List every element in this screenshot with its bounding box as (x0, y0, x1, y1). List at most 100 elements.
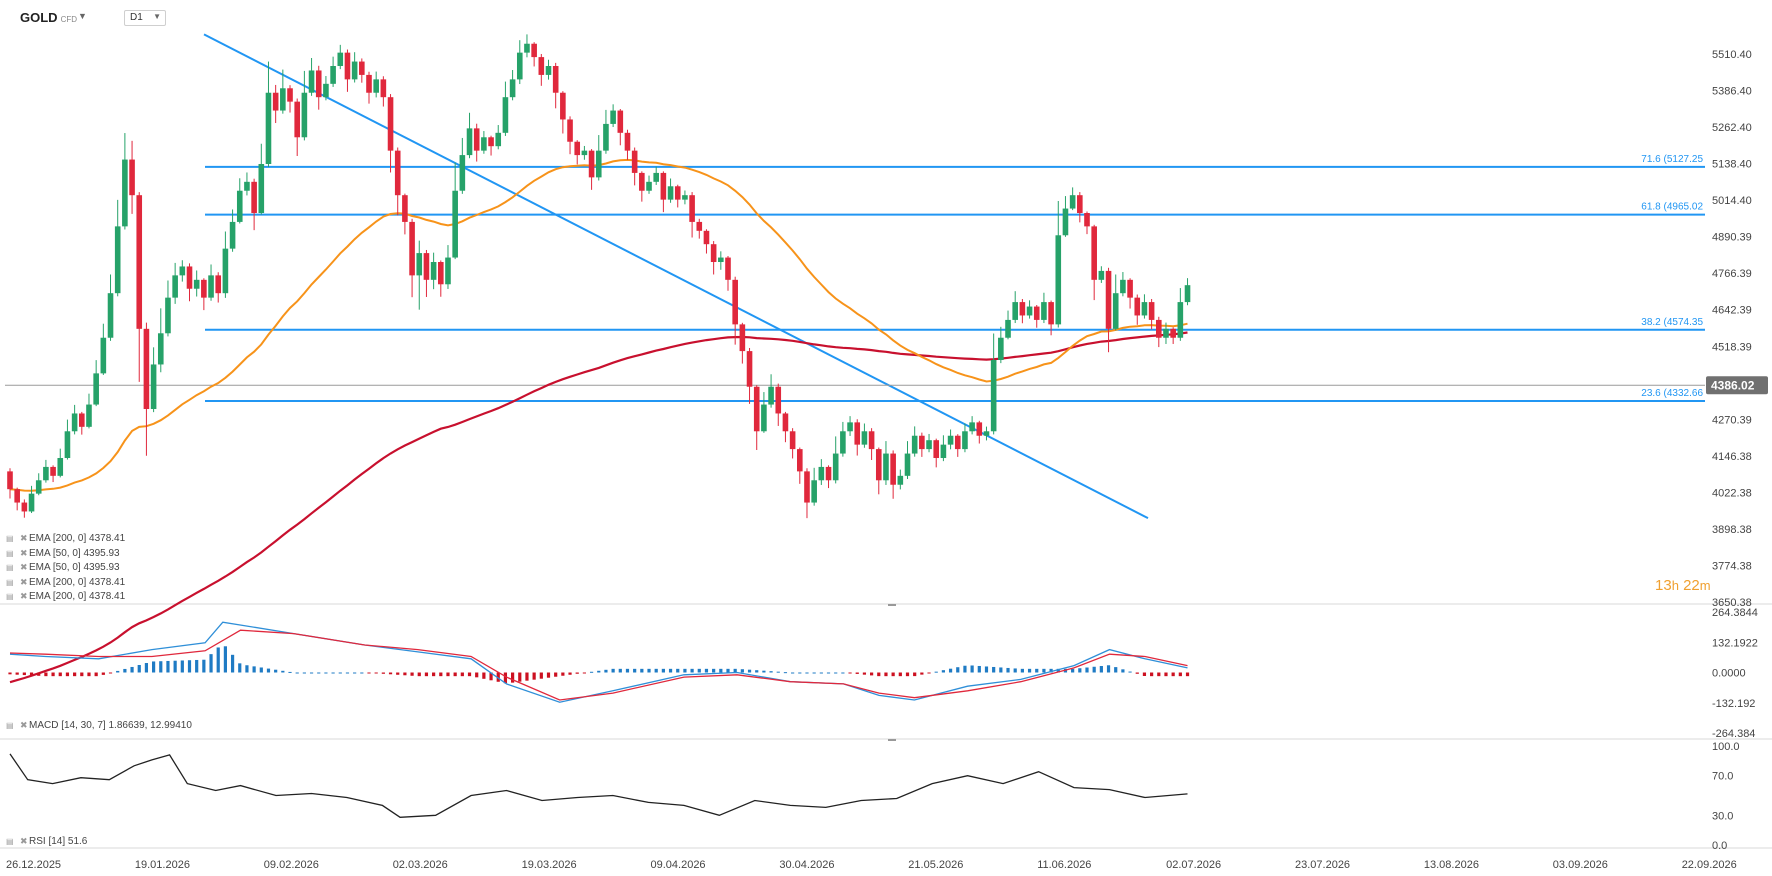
ema-200-line (9, 331, 1188, 684)
macd-histogram-bar (604, 669, 608, 673)
legend-item[interactable]: ▤ ✖EMA [50, 0] 4395.93 (6, 560, 125, 575)
symbol-dropdown-icon[interactable]: ▼ (78, 11, 87, 21)
macd-histogram-bar (1128, 671, 1132, 673)
settings-icon[interactable]: ▤ (6, 563, 14, 572)
countdown-hours-unit: h (1671, 578, 1679, 593)
macd-histogram-bar (187, 660, 192, 673)
macd-histogram-bar (1078, 668, 1082, 673)
candle-body (1105, 270, 1112, 329)
close-icon[interactable]: ✖ (20, 562, 28, 572)
macd-histogram-bar (941, 670, 945, 673)
close-icon[interactable]: ✖ (20, 576, 28, 587)
settings-icon[interactable]: ▤ (6, 592, 14, 601)
macd-histogram-bar (654, 668, 658, 673)
candle-body (208, 275, 214, 298)
candle-body (179, 266, 186, 276)
macd-histogram-bar (726, 668, 730, 673)
settings-icon[interactable]: ▤ (6, 721, 14, 730)
macd-histogram-bar (116, 670, 120, 673)
symbol-name[interactable]: GOLD CFD (20, 10, 77, 25)
close-icon[interactable]: ✖ (20, 547, 28, 558)
candle-body (782, 413, 789, 432)
close-icon[interactable]: ✖ (20, 533, 28, 543)
macd-histogram-bar (683, 668, 687, 673)
candle-body (567, 119, 573, 142)
macd-histogram-bar (690, 668, 694, 673)
candle-body (150, 364, 157, 410)
macd-histogram-bar (984, 666, 989, 673)
close-icon[interactable]: ✖ (20, 836, 28, 846)
price-axis-label: 5262.40 (1712, 122, 1752, 134)
settings-icon[interactable]: ▤ (6, 548, 14, 558)
macd-histogram-bar (367, 672, 371, 674)
candle-body (682, 195, 688, 200)
macd-histogram-bar (309, 672, 314, 674)
legend-item[interactable]: ▤ ✖EMA [200, 0] 4378.41 (6, 589, 125, 604)
close-icon[interactable]: ✖ (20, 720, 28, 730)
candle-body (998, 337, 1004, 361)
legend-item[interactable]: ▤ ✖EMA [50, 0] 4395.93 (6, 546, 125, 561)
timeframe-select[interactable]: D1 ▼ (124, 10, 166, 26)
candle-body (351, 61, 358, 80)
macd-histogram-bar (439, 672, 443, 677)
candle-body (308, 70, 315, 93)
candle-body (294, 101, 300, 138)
candle-body (43, 466, 49, 481)
settings-icon[interactable]: ▤ (6, 534, 14, 543)
macd-histogram-bar (1157, 672, 1161, 677)
candle-body (1048, 302, 1054, 325)
candle-body (359, 61, 365, 75)
macd-histogram-bar (575, 672, 579, 674)
candle-body (287, 88, 293, 102)
macd-histogram-bar (1178, 672, 1182, 677)
macd-histogram-bar (29, 672, 34, 676)
settings-icon[interactable]: ▤ (6, 837, 14, 846)
candle-body (416, 253, 423, 276)
candle-body (201, 279, 207, 298)
candle-body (323, 83, 329, 98)
macd-histogram-bar (525, 672, 529, 681)
candle-body (459, 155, 466, 191)
rsi-axis-label: 30.0 (1712, 810, 1733, 822)
macd-histogram-bar (216, 647, 220, 673)
macd-histogram-bar (195, 659, 199, 673)
candle-body (703, 230, 710, 245)
legend-label: RSI [14] 51.6 (29, 836, 88, 847)
candle-body (588, 150, 595, 178)
candle-body (624, 132, 631, 151)
macd-histogram-bar (776, 671, 780, 673)
close-icon[interactable]: ✖ (20, 591, 28, 601)
legend-item[interactable]: ▤ ✖MACD [14, 30, 7] 1.86639, 12.99410 (6, 718, 192, 733)
price-axis-label: 4642.39 (1712, 305, 1752, 317)
macd-histogram-bar (1027, 668, 1032, 673)
macd-histogram-bar (1049, 668, 1053, 673)
macd-histogram-bar (374, 672, 378, 674)
legend-item[interactable]: ▤ ✖EMA [200, 0] 4378.41 (6, 531, 125, 546)
settings-icon[interactable]: ▤ (6, 577, 14, 587)
candle-body (1112, 293, 1119, 329)
macd-histogram-bar (331, 672, 335, 674)
macd-histogram-bar (762, 670, 766, 673)
candle-body (581, 150, 588, 156)
macd-histogram-bar (503, 672, 508, 684)
macd-axis-label: -264.384 (1712, 728, 1755, 740)
macd-histogram-bar (798, 672, 802, 674)
macd-histogram-bar (948, 668, 953, 673)
legend-label: MACD [14, 30, 7] 1.86639, 12.99410 (29, 720, 192, 731)
macd-histogram-bar (152, 661, 156, 673)
candle-body (366, 74, 372, 93)
candle-body (93, 373, 99, 405)
candle-body (674, 186, 681, 200)
candle-body (775, 386, 782, 414)
macd-histogram-bar (561, 672, 565, 676)
candle-body (495, 132, 502, 147)
legend-item[interactable]: ▤ ✖RSI [14] 51.6 (6, 834, 87, 849)
price-axis-label: 3774.38 (1712, 560, 1752, 572)
macd-histogram-bar (252, 666, 256, 673)
candle-body (660, 172, 667, 200)
macd-histogram-bar (173, 660, 177, 673)
legend-item[interactable]: ▤ ✖EMA [200, 0] 4378.41 (6, 575, 125, 590)
macd-histogram-bar (611, 668, 615, 673)
countdown-minutes: 22 (1683, 577, 1700, 594)
